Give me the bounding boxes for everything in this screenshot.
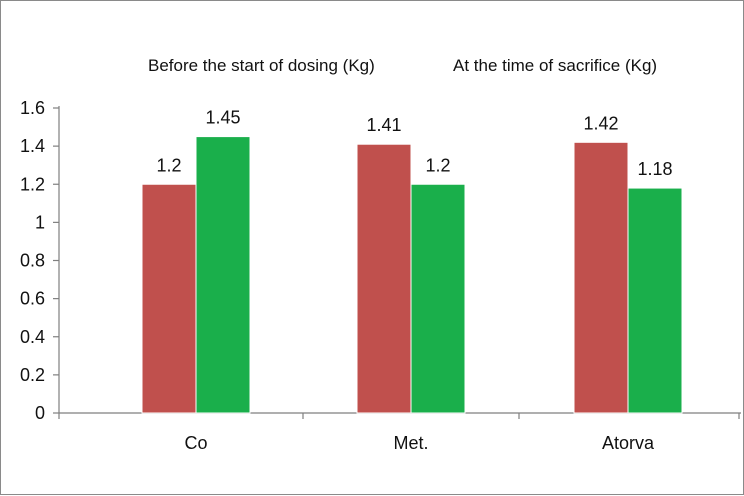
y-tick-label: 0.6 [20, 289, 45, 309]
data-label: 1.18 [637, 159, 672, 179]
category-label: Atorva [602, 433, 655, 453]
category-label: Met. [393, 433, 428, 453]
data-label: 1.2 [156, 155, 181, 175]
legend-entry: Before the start of dosing (Kg) [148, 56, 375, 75]
y-tick-label: 0.4 [20, 327, 45, 347]
bar-before-dosing-0 [141, 183, 197, 414]
data-label: 1.41 [366, 115, 401, 135]
y-tick-label: 0 [35, 403, 45, 423]
data-label: 1.2 [425, 155, 450, 175]
category-label: Co [184, 433, 207, 453]
bar-at-sacrifice-1 [410, 183, 466, 414]
bar-before-dosing-1 [356, 143, 412, 414]
data-label: 1.42 [583, 113, 618, 133]
y-tick-label: 1.2 [20, 174, 45, 194]
bar-at-sacrifice-0 [195, 136, 251, 414]
bar-before-dosing-2 [573, 141, 629, 414]
y-tick-label: 1.4 [20, 136, 45, 156]
data-label: 1.45 [205, 108, 240, 128]
y-tick-label: 1.6 [20, 98, 45, 118]
y-tick-label: 1 [35, 212, 45, 232]
y-tick-label: 0.2 [20, 365, 45, 385]
legend-entry: At the time of sacrifice (Kg) [453, 56, 657, 75]
y-tick-label: 0.8 [20, 251, 45, 271]
bar-at-sacrifice-2 [627, 187, 683, 414]
